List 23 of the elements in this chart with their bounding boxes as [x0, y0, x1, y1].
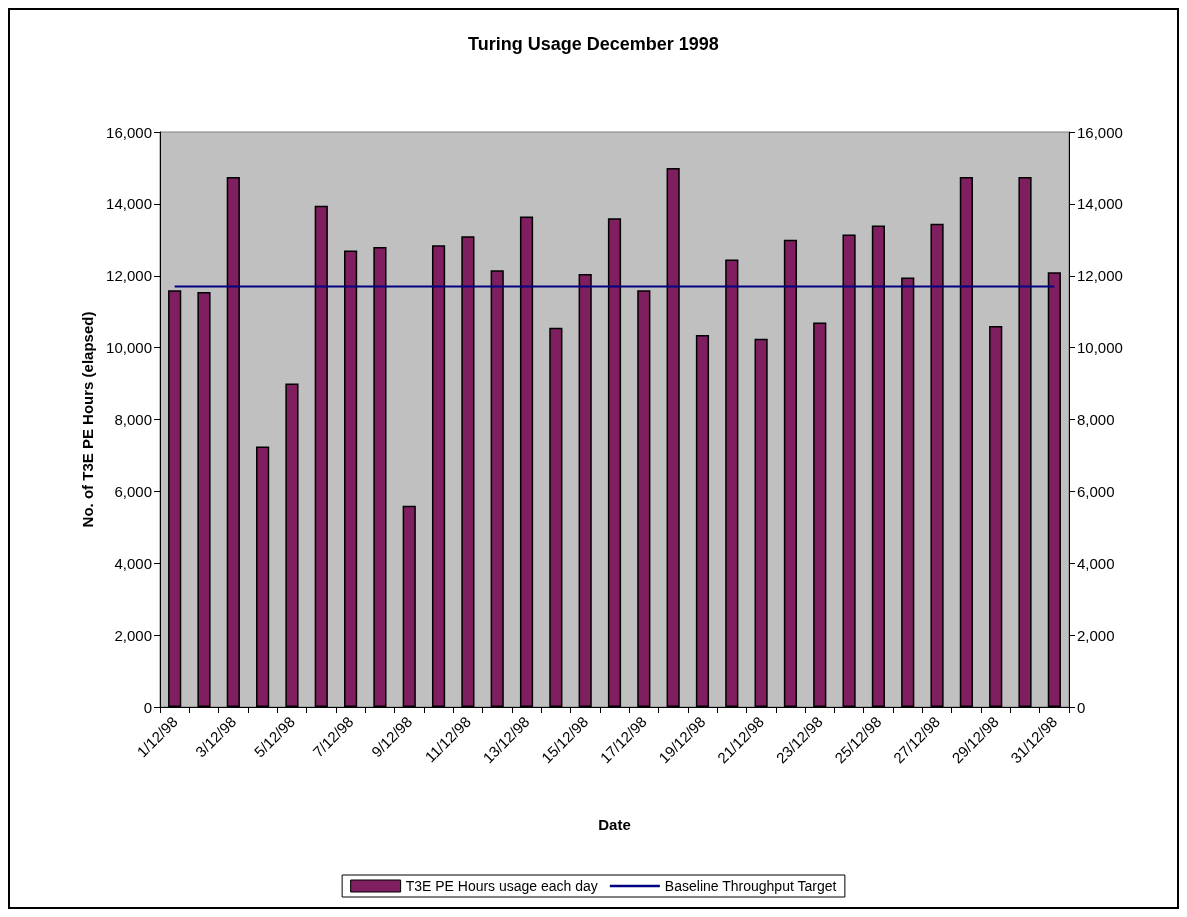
y2-tick-label: 0	[1077, 698, 1086, 716]
y-tick-label: 0	[143, 698, 152, 716]
y-tick-label: 10,000	[106, 339, 152, 357]
y2-tick-label: 14,000	[1077, 195, 1123, 213]
y-tick-label: 12,000	[106, 267, 152, 285]
y2-tick-label: 8,000	[1077, 411, 1115, 428]
y2-tick-label: 12,000	[1077, 267, 1123, 285]
y-tick-label: 4,000	[114, 554, 152, 572]
y2-tick-label: 2,000	[1077, 626, 1115, 644]
y-tick-label: 8,000	[114, 411, 152, 428]
y-tick-label: 6,000	[114, 482, 152, 500]
y-tick-label: 2,000	[114, 626, 152, 644]
y2-tick-label: 6,000	[1077, 482, 1115, 500]
y-tick-label: 14,000	[106, 195, 152, 213]
y2-tick-label: 4,000	[1077, 554, 1115, 572]
y-tick-label: 16,000	[106, 123, 152, 141]
y2-tick-label: 10,000	[1077, 339, 1123, 357]
y2-tick-label: 16,000	[1077, 123, 1123, 141]
legend-label: Baseline Throughput Target	[664, 878, 837, 894]
x-axis-title: Date	[598, 816, 631, 833]
y-axis-title: No. of T3E PE Hours (elapsed)	[79, 311, 97, 528]
legend-label: T3E PE Hours usage each day	[405, 878, 598, 894]
chart-title: Turing Usage December 1998	[468, 34, 719, 54]
